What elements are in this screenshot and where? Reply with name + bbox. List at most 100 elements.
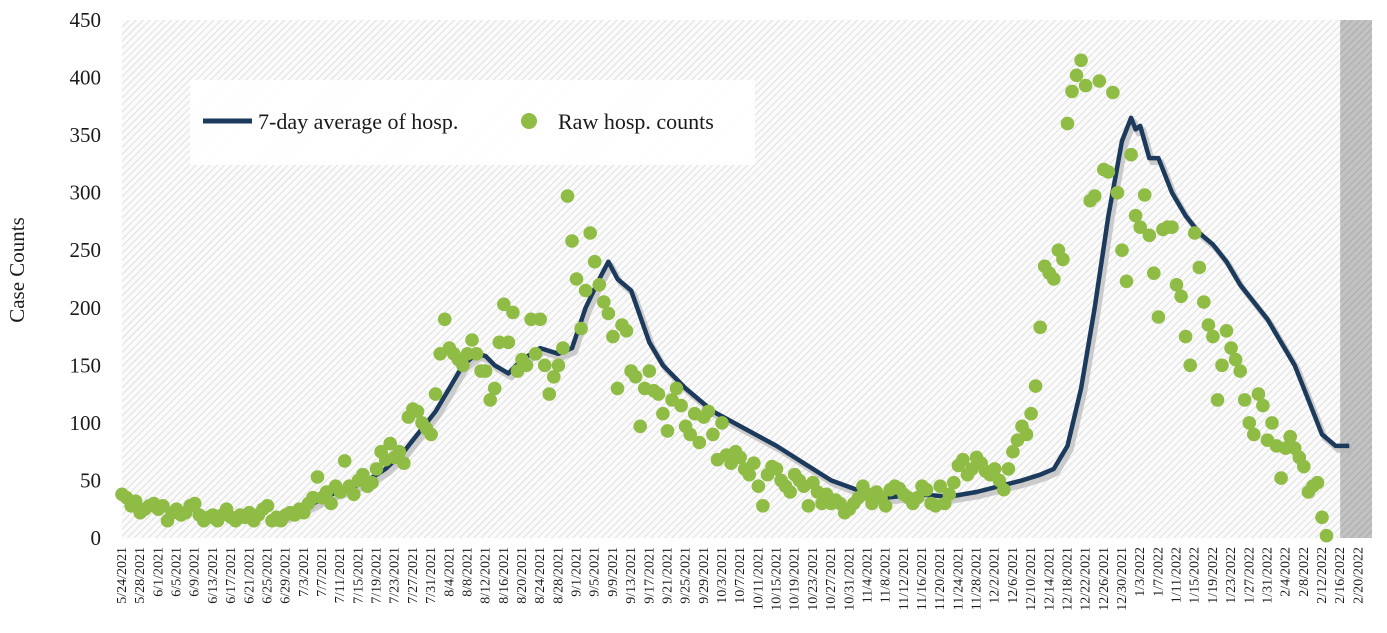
raw-count-point <box>997 482 1011 497</box>
x-tick-label: 2/4/2022 <box>1279 547 1294 597</box>
raw-count-point <box>456 358 470 373</box>
x-tick-label: 10/7/2021 <box>733 547 748 604</box>
raw-count-point <box>669 381 684 396</box>
y-tick-label: 150 <box>70 353 102 377</box>
x-tick-label: 1/7/2022 <box>1151 547 1166 597</box>
x-tick-label: 6/9/2021 <box>188 547 203 597</box>
x-tick-label: 1/3/2022 <box>1133 547 1148 597</box>
raw-count-point <box>487 381 502 396</box>
raw-count-point <box>1101 165 1116 179</box>
raw-count-point <box>1069 68 1084 83</box>
x-tick-label: 7/23/2021 <box>388 547 403 604</box>
y-tick-label: 400 <box>70 66 102 90</box>
raw-count-point <box>1128 208 1143 223</box>
raw-count-point <box>128 494 143 509</box>
raw-count-point <box>715 416 729 430</box>
x-tick-label: 9/29/2021 <box>697 547 712 604</box>
raw-count-point <box>1028 379 1043 393</box>
raw-count-point <box>1178 329 1193 344</box>
x-tick-label: 12/22/2021 <box>1079 547 1094 611</box>
x-tick-label: 7/19/2021 <box>370 547 385 604</box>
x-tick-label: 8/24/2021 <box>533 547 548 604</box>
raw-count-point <box>1119 274 1134 289</box>
raw-count-point <box>1142 228 1157 243</box>
x-tick-label: 12/14/2021 <box>1042 547 1057 611</box>
x-tick-label: 9/13/2021 <box>624 547 639 604</box>
raw-count-point <box>1297 459 1311 474</box>
x-tick-label: 11/20/2021 <box>933 547 948 610</box>
raw-count-point <box>1006 444 1020 459</box>
x-tick-label: 10/11/2021 <box>751 547 766 610</box>
raw-count-point <box>465 333 479 347</box>
raw-count-point <box>1319 528 1334 543</box>
x-tick-label: 8/4/2021 <box>442 547 457 597</box>
raw-count-point <box>356 467 370 482</box>
raw-count-point <box>1024 406 1038 421</box>
raw-count-point <box>483 393 498 407</box>
raw-count-point <box>587 254 602 269</box>
raw-count-point <box>542 387 557 401</box>
raw-count-point <box>1065 84 1079 99</box>
raw-count-point <box>742 467 757 482</box>
raw-count-point <box>692 435 707 450</box>
x-tick-label: 7/15/2021 <box>351 547 366 604</box>
raw-count-point <box>428 387 443 401</box>
x-tick-label: 5/24/2021 <box>115 547 130 604</box>
raw-count-point <box>578 283 593 298</box>
raw-count-point <box>1147 266 1161 281</box>
raw-count-point <box>569 272 584 286</box>
legend-box <box>190 80 755 165</box>
raw-count-point <box>1251 387 1266 401</box>
raw-count-point <box>1165 220 1179 234</box>
x-tick-label: 12/10/2021 <box>1024 547 1039 611</box>
raw-count-point <box>1256 398 1270 413</box>
raw-count-point <box>347 487 361 502</box>
x-tick-label: 12/26/2021 <box>1097 547 1112 611</box>
x-tick-label: 6/17/2021 <box>224 547 239 604</box>
x-tick-label: 9/17/2021 <box>642 547 657 604</box>
x-tick-label: 9/1/2021 <box>570 547 585 597</box>
raw-count-point <box>1315 510 1329 525</box>
raw-count-point <box>1197 295 1211 309</box>
x-tick-label: 2/16/2022 <box>1333 547 1348 604</box>
raw-count-point <box>619 324 634 338</box>
raw-count-point <box>1124 147 1138 162</box>
raw-count-point <box>187 496 202 511</box>
raw-count-point <box>1215 358 1229 373</box>
raw-count-point <box>1047 272 1061 286</box>
raw-count-point <box>437 312 452 327</box>
raw-count-point <box>956 452 970 467</box>
raw-count-point <box>1247 427 1261 442</box>
raw-count-point <box>660 424 675 438</box>
x-tick-label: 6/25/2021 <box>260 547 275 604</box>
raw-count-point <box>1019 427 1034 442</box>
x-tick-label: 10/31/2021 <box>842 547 857 611</box>
raw-count-point <box>519 358 534 373</box>
y-tick-label: 200 <box>70 296 102 320</box>
raw-count-point <box>628 370 643 384</box>
raw-count-point <box>642 364 657 378</box>
raw-count-point <box>801 499 816 513</box>
x-tick-label: 11/8/2021 <box>879 547 894 603</box>
raw-count-point <box>1219 324 1234 338</box>
raw-count-point <box>701 404 716 419</box>
x-tick-label: 10/19/2021 <box>788 547 803 611</box>
y-tick-label: 100 <box>70 411 102 435</box>
y-tick-label: 250 <box>70 238 102 262</box>
raw-count-point <box>783 485 797 499</box>
raw-count-point <box>769 462 784 476</box>
x-tick-label: 11/24/2021 <box>951 547 966 610</box>
raw-count-point <box>506 305 520 320</box>
x-tick-label: 11/16/2021 <box>915 547 930 610</box>
raw-count-point <box>1242 416 1257 430</box>
raw-count-point <box>565 234 579 248</box>
x-tick-label: 10/15/2021 <box>770 547 785 611</box>
raw-count-point <box>528 347 543 361</box>
x-tick-label: 9/5/2021 <box>588 547 603 597</box>
raw-count-point <box>1237 393 1252 407</box>
series-raw-counts <box>115 53 1334 543</box>
y-axis: 0 50 100 150 200 250 300 350 400 450 <box>70 8 102 550</box>
x-tick-label: 8/16/2021 <box>497 547 512 604</box>
x-tick-label: 11/28/2021 <box>970 547 985 610</box>
